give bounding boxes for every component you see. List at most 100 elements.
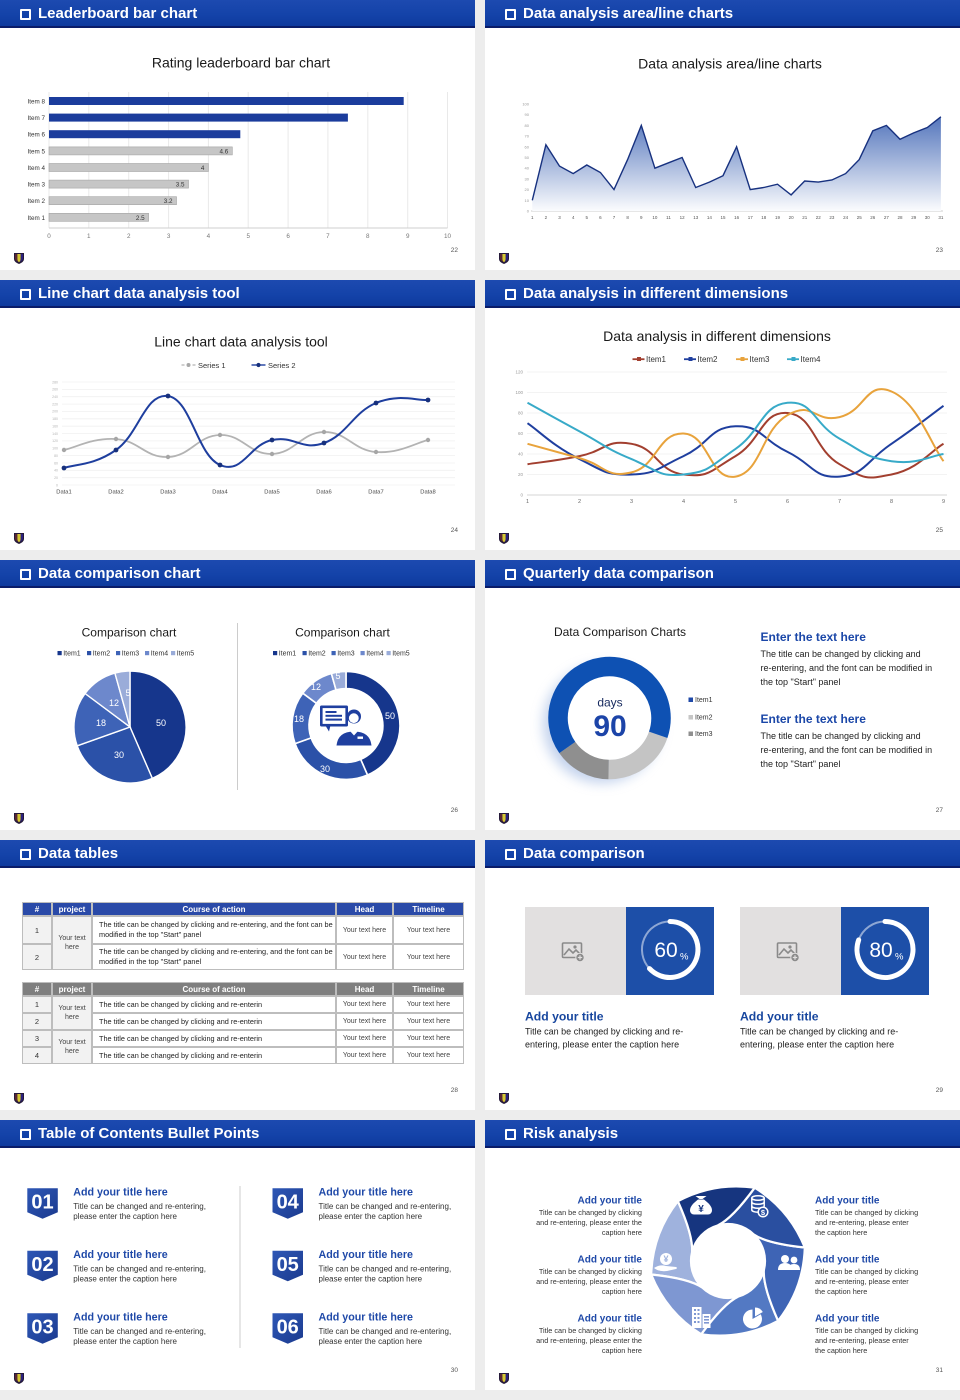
- svg-text:7: 7: [326, 233, 330, 240]
- svg-text:4: 4: [572, 215, 575, 220]
- svg-text:16: 16: [734, 215, 740, 220]
- svg-text:Add your title here: Add your title here: [73, 1187, 167, 1199]
- svg-text:01: 01: [31, 1192, 53, 1214]
- svg-text:4.6: 4.6: [220, 148, 229, 155]
- svg-text:10: 10: [525, 198, 530, 203]
- svg-text:Item2: Item2: [93, 650, 111, 657]
- svg-text:18: 18: [294, 714, 304, 724]
- svg-text:40: 40: [518, 452, 524, 457]
- svg-text:Item1: Item1: [63, 650, 81, 657]
- svg-text:Item4: Item4: [801, 355, 822, 364]
- svg-text:13: 13: [693, 215, 699, 220]
- svg-text:please enter the caption here: please enter the caption here: [319, 1212, 423, 1221]
- svg-text:the caption here: the caption here: [815, 1228, 867, 1237]
- svg-text:0: 0: [47, 233, 51, 240]
- svg-text:20: 20: [54, 476, 58, 480]
- svg-text:02: 02: [31, 1254, 53, 1276]
- svg-text:9: 9: [406, 233, 410, 240]
- svg-text:the top "Start" panel: the top "Start" panel: [761, 759, 841, 769]
- svg-text:40: 40: [525, 166, 530, 171]
- svg-text:18: 18: [96, 718, 106, 728]
- svg-text:21: 21: [802, 215, 808, 220]
- svg-text:160: 160: [52, 425, 58, 429]
- svg-text:please enter the caption here: please enter the caption here: [73, 1337, 177, 1346]
- svg-text:Data Comparison Charts: Data Comparison Charts: [554, 625, 686, 639]
- svg-text:please enter the caption here: please enter the caption here: [319, 1275, 423, 1284]
- svg-text:3: 3: [167, 233, 171, 240]
- svg-text:8: 8: [626, 215, 629, 220]
- svg-text:re-entering, and the font can: re-entering, and the font can be modifie…: [761, 745, 933, 755]
- svg-text:Add your title: Add your title: [815, 1196, 880, 1207]
- svg-text:100: 100: [52, 447, 58, 451]
- svg-text:2.5: 2.5: [136, 215, 145, 222]
- svg-text:5: 5: [734, 499, 737, 505]
- svg-text:280: 280: [52, 380, 58, 384]
- svg-text:¥: ¥: [663, 1254, 668, 1264]
- svg-text:please enter the caption here: please enter the caption here: [73, 1275, 177, 1284]
- svg-text:70: 70: [525, 134, 530, 139]
- svg-text:60: 60: [518, 431, 524, 436]
- svg-text:20: 20: [518, 472, 524, 477]
- svg-text:27: 27: [884, 215, 890, 220]
- svg-text:180: 180: [52, 417, 58, 421]
- svg-text:¥: ¥: [698, 1204, 704, 1215]
- svg-text:Add your title here: Add your title here: [319, 1249, 413, 1261]
- svg-text:10: 10: [652, 215, 658, 220]
- svg-text:Add your title: Add your title: [815, 1255, 880, 1266]
- svg-text:Title can be changed by clicki: Title can be changed by clicking: [815, 1208, 918, 1217]
- svg-text:days: days: [597, 696, 622, 710]
- svg-text:60: 60: [654, 939, 677, 962]
- svg-text:8: 8: [366, 233, 370, 240]
- svg-text:Title can be changed by clicki: Title can be changed by clicking: [539, 1208, 642, 1217]
- svg-text:20: 20: [789, 215, 795, 220]
- svg-text:Data2: Data2: [108, 490, 123, 496]
- svg-text:The title can be changed by cl: The title can be changed by clicking and: [761, 731, 921, 741]
- svg-text:the caption here: the caption here: [815, 1346, 867, 1355]
- svg-text:Item 4: Item 4: [28, 165, 46, 172]
- svg-text:4: 4: [207, 233, 211, 240]
- svg-text:90: 90: [593, 710, 626, 743]
- svg-text:and re-entering, please enter: and re-entering, please enter: [815, 1336, 909, 1345]
- svg-text:6: 6: [786, 499, 789, 505]
- svg-text:04: 04: [277, 1192, 300, 1214]
- svg-text:80: 80: [518, 411, 524, 416]
- svg-text:0: 0: [527, 209, 530, 214]
- svg-text:Item 2: Item 2: [28, 198, 46, 205]
- svg-text:260: 260: [52, 388, 58, 392]
- svg-text:Item3: Item3: [750, 355, 771, 364]
- svg-text:4: 4: [201, 165, 205, 172]
- svg-text:Item3: Item3: [695, 731, 713, 738]
- svg-text:15: 15: [720, 215, 726, 220]
- svg-text:the caption here: the caption here: [815, 1287, 867, 1296]
- svg-text:26: 26: [870, 215, 876, 220]
- svg-text:03: 03: [31, 1317, 53, 1339]
- svg-text:The title can be changed by cl: The title can be changed by clicking and: [761, 649, 921, 659]
- svg-text:17: 17: [748, 215, 754, 220]
- svg-text:Enter the text here: Enter the text here: [761, 712, 867, 726]
- svg-text:220: 220: [52, 402, 58, 406]
- svg-text:Line chart data analysis tool: Line chart data analysis tool: [154, 334, 328, 350]
- svg-text:please enter the caption here: please enter the caption here: [319, 1337, 423, 1346]
- svg-text:Data3: Data3: [160, 490, 175, 496]
- svg-text:Comparison chart: Comparison chart: [82, 626, 177, 640]
- svg-text:30: 30: [925, 215, 931, 220]
- svg-text:caption here: caption here: [602, 1228, 642, 1237]
- svg-text:Item5: Item5: [392, 650, 410, 657]
- svg-text:Title can be changed by clicki: Title can be changed by clicking: [539, 1326, 642, 1335]
- svg-text:100: 100: [515, 390, 523, 395]
- svg-text:80: 80: [525, 123, 530, 128]
- svg-text:Title can be changed and re-en: Title can be changed and re-entering,: [319, 1327, 452, 1336]
- svg-text:Title can be changed by clicki: Title can be changed by clicking: [815, 1267, 918, 1276]
- svg-text:2: 2: [578, 499, 581, 505]
- svg-text:40: 40: [54, 469, 58, 473]
- svg-text:Item1: Item1: [695, 697, 713, 704]
- svg-text:and re-entering, please enter: and re-entering, please enter: [815, 1277, 909, 1286]
- svg-text:the top "Start" panel: the top "Start" panel: [761, 677, 841, 687]
- svg-text:5: 5: [586, 215, 589, 220]
- svg-text:Add your title: Add your title: [525, 1010, 604, 1024]
- svg-text:50: 50: [525, 155, 530, 160]
- svg-text:19: 19: [775, 215, 781, 220]
- svg-text:1: 1: [87, 233, 91, 240]
- svg-text:240: 240: [52, 395, 58, 399]
- svg-text:Item 5: Item 5: [28, 148, 46, 155]
